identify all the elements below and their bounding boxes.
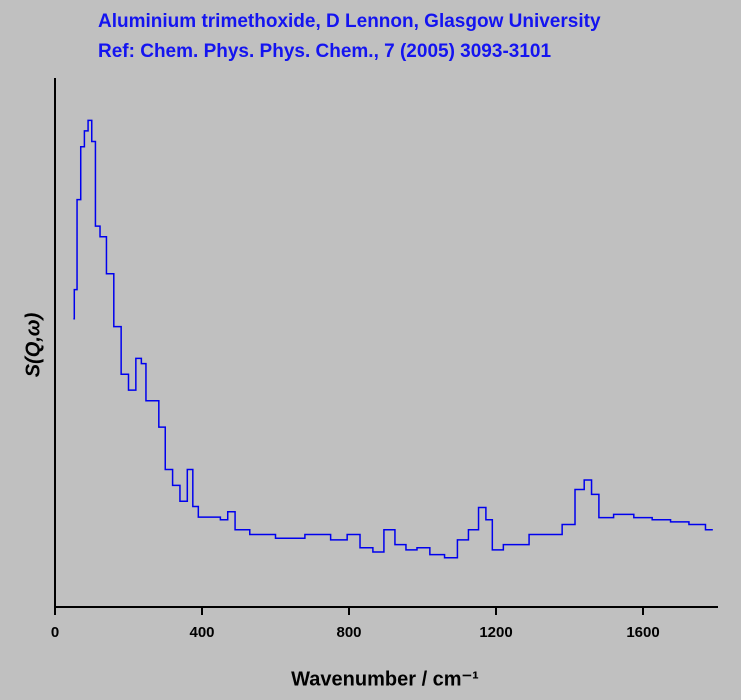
x-tick-label: 400 xyxy=(189,624,214,641)
x-tick-label: 1200 xyxy=(479,624,512,641)
chart-title: Aluminium trimethoxide, D Lennon, Glasgo… xyxy=(98,11,601,32)
y-axis-label: S(Q,ω) xyxy=(22,312,44,377)
chart-subtitle: Ref: Chem. Phys. Phys. Chem., 7 (2005) 3… xyxy=(98,41,551,62)
x-tick-label: 1600 xyxy=(626,624,659,641)
data-line xyxy=(73,119,713,559)
x-tick-label: 0 xyxy=(51,624,59,641)
x-axis-label: Wavenumber / cm⁻¹ xyxy=(291,668,479,690)
x-tick-label: 800 xyxy=(336,624,361,641)
